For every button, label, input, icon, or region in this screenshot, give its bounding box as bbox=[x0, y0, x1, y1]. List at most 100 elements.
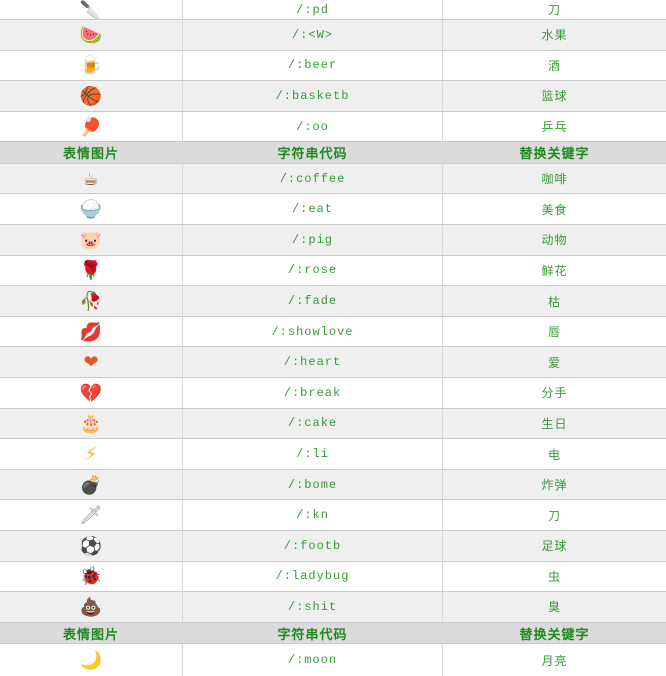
string-code-cell: /:eat bbox=[183, 194, 443, 225]
emoticon-image-cell: ⚡ bbox=[0, 439, 183, 469]
string-code: /:ladybug bbox=[275, 569, 350, 584]
string-code: /:eat bbox=[291, 202, 333, 217]
string-code-cell: /:cake bbox=[183, 408, 443, 439]
string-code-cell: /:beer bbox=[183, 50, 443, 81]
emoticon-image-cell: ❤ bbox=[0, 347, 183, 378]
replacement-keyword-cell: 爱 bbox=[443, 347, 666, 377]
lightning-icon: ⚡ bbox=[84, 444, 98, 465]
replacement-keyword-cell: 足球 bbox=[443, 531, 666, 561]
replacement-keyword-cell: 炸弹 bbox=[443, 470, 666, 500]
replacement-keyword-cell: 乒乓 bbox=[443, 112, 666, 142]
replacement-keyword: 唇 bbox=[547, 325, 561, 340]
string-code-cell: /:pig bbox=[183, 225, 443, 255]
column-header-emoticon-image: 表情图片 bbox=[0, 622, 183, 644]
emoticon-image-cell: 🌹 bbox=[0, 255, 183, 286]
table-row: ❤ /:heart 爱 bbox=[0, 347, 666, 379]
string-code-cell: /:heart bbox=[183, 347, 443, 378]
table-row: 🐷 /:pig 动物 bbox=[0, 225, 666, 256]
replacement-keyword: 月亮 bbox=[541, 653, 568, 668]
emoticon-image-cell: 💔 bbox=[0, 378, 183, 408]
string-code-cell: /:bome bbox=[183, 469, 443, 500]
string-code: /:coffee bbox=[279, 171, 346, 186]
replacement-keyword-cell: 刀 bbox=[443, 0, 666, 19]
string-code: /:basketb bbox=[275, 88, 350, 103]
table-row: 🏓 /:oo 乒乓 bbox=[0, 111, 666, 143]
column-header-replacement-keyword: 替换关键字 bbox=[519, 626, 590, 642]
replacement-keyword-cell: 酒 bbox=[443, 51, 666, 81]
string-code-cell: /:fade bbox=[183, 286, 443, 316]
replacement-keyword: 足球 bbox=[541, 539, 568, 554]
replacement-keyword: 刀 bbox=[547, 3, 561, 17]
replacement-keyword: 电 bbox=[547, 447, 561, 462]
column-header-emoticon-image: 表情图片 bbox=[0, 142, 183, 163]
string-code-cell: /:ladybug bbox=[183, 561, 443, 592]
moon-icon: 🌙 bbox=[79, 650, 103, 671]
replacement-keyword: 水果 bbox=[541, 28, 568, 43]
table-row: 🐞 /:ladybug 虫 bbox=[0, 561, 666, 593]
replacement-keyword: 乒乓 bbox=[541, 120, 568, 135]
string-code-cell: /:break bbox=[183, 378, 443, 408]
string-code-cell: /:kn bbox=[183, 500, 443, 530]
string-code-cell: /:rose bbox=[183, 255, 443, 286]
string-code-cell: /:li bbox=[183, 439, 443, 469]
poop-icon: 💩 bbox=[79, 596, 103, 617]
string-code: /:showlove bbox=[271, 324, 354, 339]
emoticon-image-cell: 💩 bbox=[0, 592, 183, 622]
broken-heart-icon: 💔 bbox=[79, 382, 103, 403]
replacement-keyword-cell: 电 bbox=[443, 439, 666, 469]
coffee-icon: ☕ bbox=[82, 168, 100, 189]
replacement-keyword: 炸弹 bbox=[541, 478, 568, 493]
pig-icon: 🐷 bbox=[79, 229, 103, 250]
column-header-replacement-keyword: 替换关键字 bbox=[519, 146, 590, 162]
replacement-keyword-cell: 虫 bbox=[443, 562, 666, 592]
replacement-keyword-cell: 刀 bbox=[443, 500, 666, 530]
string-code: /:bome bbox=[287, 477, 338, 492]
emoticon-image-cell: 🌙 bbox=[0, 644, 183, 676]
emoticon-image-cell: 🎂 bbox=[0, 408, 183, 439]
table-row: 🏀 /:basketb 篮球 bbox=[0, 81, 666, 112]
table-row: 💔 /:break 分手 bbox=[0, 378, 666, 409]
table-row: 💩 /:shit 臭 bbox=[0, 592, 666, 623]
string-code-cell: /:shit bbox=[183, 592, 443, 622]
replacement-keyword: 美食 bbox=[541, 202, 568, 217]
string-code: /:footb bbox=[283, 538, 342, 553]
table-row: 🎂 /:cake 生日 bbox=[0, 408, 666, 440]
replacement-keyword-cell: 枯 bbox=[443, 286, 666, 316]
string-code: /:shit bbox=[287, 599, 338, 614]
emoticon-image-cell: 🐷 bbox=[0, 225, 183, 255]
replacement-keyword: 鲜花 bbox=[541, 263, 568, 278]
table-row: 💣 /:bome 炸弹 bbox=[0, 469, 666, 501]
replacement-keyword: 枯 bbox=[547, 294, 561, 309]
string-code: /:li bbox=[296, 447, 329, 462]
soccer-ball-icon: ⚽ bbox=[79, 535, 103, 556]
emoticon-image-cell: 🗡 bbox=[0, 500, 183, 530]
replacement-keyword-cell: 鲜花 bbox=[443, 256, 666, 286]
replacement-keyword: 臭 bbox=[547, 600, 561, 615]
string-code: /:beer bbox=[287, 58, 338, 73]
beer-icon: 🍺 bbox=[79, 55, 103, 76]
watermelon-icon: 🍉 bbox=[79, 24, 103, 45]
replacement-keyword-cell: 篮球 bbox=[443, 81, 666, 111]
table-row: 🥀 /:fade 枯 bbox=[0, 286, 666, 317]
table-row: 🌙 /:moon 月亮 bbox=[0, 644, 666, 676]
string-code-cell: /:footb bbox=[183, 531, 443, 561]
replacement-keyword-cell: 咖啡 bbox=[443, 164, 666, 194]
replacement-keyword: 生日 bbox=[541, 416, 568, 431]
string-code: /:pd bbox=[296, 2, 329, 17]
table-row: ☕ /:coffee 咖啡 bbox=[0, 163, 666, 195]
table-header-row: 表情图片 字符串代码 替换关键字 bbox=[0, 622, 666, 645]
emoticon-image-cell: 🏓 bbox=[0, 111, 183, 142]
bomb-icon: 💣 bbox=[79, 474, 103, 495]
string-code: /:moon bbox=[287, 653, 338, 668]
emoticon-image-cell: 🍺 bbox=[0, 50, 183, 81]
string-code-cell: /:pd bbox=[183, 0, 443, 19]
table-row: 🍚 /:eat 美食 bbox=[0, 194, 666, 226]
string-code-cell: /:coffee bbox=[183, 163, 443, 194]
wilted-rose-icon: 🥀 bbox=[79, 291, 103, 312]
replacement-keyword-cell: 动物 bbox=[443, 225, 666, 255]
string-code-cell: /:moon bbox=[183, 644, 443, 676]
emoticon-image-cell: 🍚 bbox=[0, 194, 183, 225]
string-code: /:rose bbox=[287, 263, 338, 278]
table-row: 🍺 /:beer 酒 bbox=[0, 50, 666, 82]
